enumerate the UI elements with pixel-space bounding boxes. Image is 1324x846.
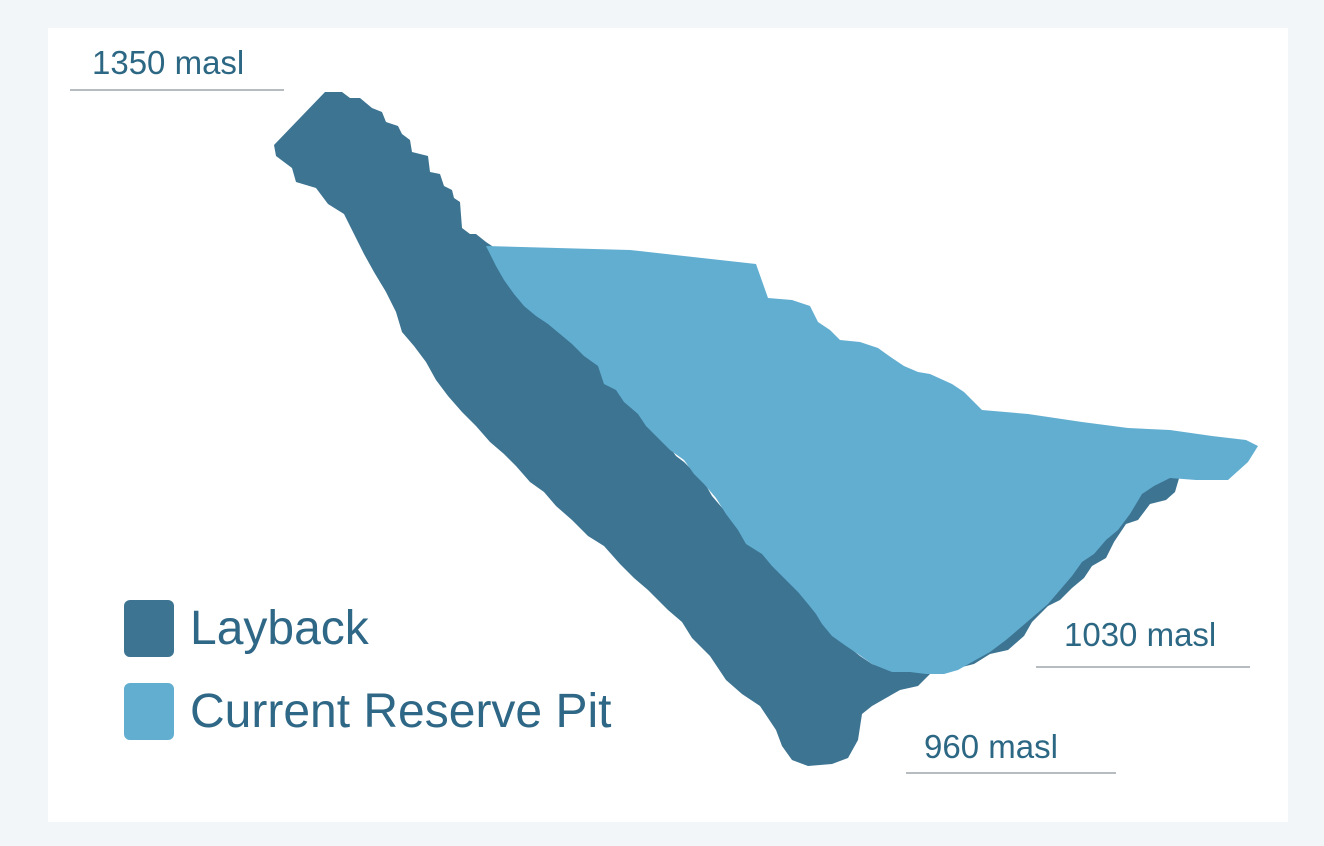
elevation-label-layback-bottom: 960 masl <box>924 728 1058 765</box>
legend-label-current-reserve-pit: Current Reserve Pit <box>190 684 612 738</box>
legend-item-layback: Layback <box>124 600 369 657</box>
legend-item-current-reserve-pit: Current Reserve Pit <box>124 683 611 740</box>
elevation-label-top: 1350 masl <box>92 44 245 81</box>
elevation-underline-current-pit-bottom <box>1036 666 1250 668</box>
elevation-underline-layback-bottom <box>906 772 1116 774</box>
elevation-underline-top <box>70 89 284 91</box>
current-reserve-pit-shape <box>486 246 1258 674</box>
legend-label-layback: Layback <box>190 601 369 655</box>
elevation-label-current-pit-bottom: 1030 masl <box>1064 616 1217 653</box>
legend-swatch-layback <box>124 600 174 657</box>
legend-swatch-current-reserve-pit <box>124 683 174 740</box>
